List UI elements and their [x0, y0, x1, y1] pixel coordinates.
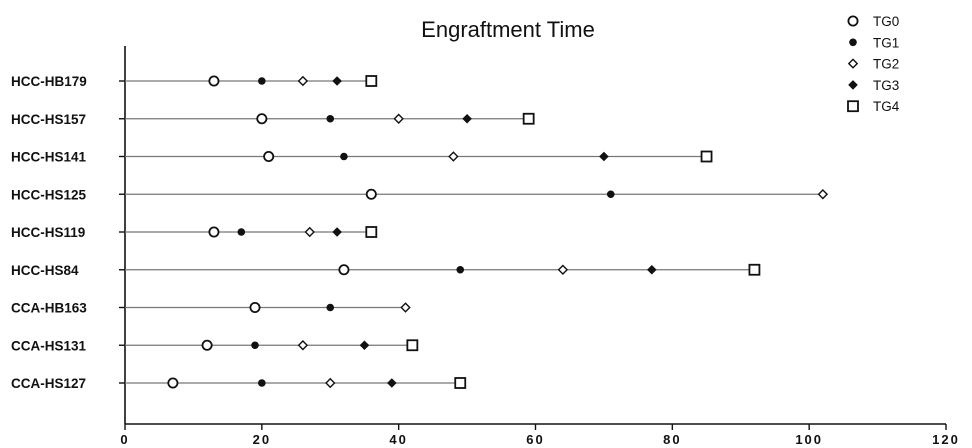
data-point-tg2 [297, 75, 309, 87]
x-tick-label: 20 [253, 432, 271, 447]
legend-label-tg3: TG3 [873, 78, 899, 93]
data-point-tg3 [462, 113, 472, 124]
legend-label-tg1: TG1 [873, 35, 899, 50]
legend-label-tg4: TG4 [873, 99, 900, 114]
data-point-tg3 [387, 378, 397, 388]
data-point-tg4 [748, 263, 761, 276]
y-tick-label: HCC-HS84 [11, 263, 79, 278]
x-tick-label: 0 [120, 432, 129, 447]
x-tick-label: 120 [932, 432, 960, 447]
data-point-tg2 [304, 226, 315, 238]
y-tick-label: CCA-HS127 [11, 376, 86, 391]
data-point-tg4 [522, 112, 535, 125]
legend-marker-tg3 [848, 80, 858, 90]
data-point-tg1 [251, 341, 259, 350]
data-point-tg3 [599, 151, 609, 162]
data-point-tg1 [258, 379, 266, 387]
data-point-tg3 [332, 76, 342, 86]
data-point-tg0 [249, 301, 261, 313]
legend-label-tg2: TG2 [873, 57, 899, 72]
data-point-tg0 [167, 377, 179, 389]
axes: 0 20 40 60 80 100 120 [120, 46, 960, 447]
y-tick-label: CCA-HB163 [11, 301, 87, 316]
legend-label-tg0: TG0 [873, 14, 899, 29]
data-point-tg1 [237, 228, 246, 236]
data-point-tg1 [326, 303, 335, 312]
data-point-tg1 [456, 265, 465, 274]
legend-marker-tg2 [847, 58, 859, 69]
data-point-tg4 [454, 377, 467, 389]
data-point-tg4 [365, 75, 378, 87]
legend-marker-tg4 [847, 100, 859, 113]
y-tick-label: CCA-HS131 [11, 338, 87, 353]
y-tick-label: HCC-HS125 [11, 187, 87, 202]
data-point-tg2 [557, 264, 569, 275]
data-point-tg2 [297, 340, 309, 351]
x-tick-label: 80 [663, 432, 681, 447]
data-point-tg0 [365, 188, 377, 200]
data-point-tg3 [359, 340, 370, 351]
data-point-tg2 [325, 377, 336, 389]
data-point-tg0 [208, 75, 220, 87]
y-tick-label: HCC-HS119 [11, 225, 85, 240]
data-point-tg0 [338, 264, 350, 276]
x-tick-label: 100 [795, 432, 823, 447]
x-tick-label: 40 [389, 432, 407, 447]
y-tick-label: HCC-HB179 [11, 74, 87, 89]
y-tick-label: HCC-HS141 [11, 150, 87, 165]
data-point-tg0 [201, 339, 213, 351]
data-point-tg4 [365, 226, 378, 238]
data-point-tg2 [400, 302, 411, 313]
data-point-tg1 [340, 152, 348, 161]
data-point-tg2 [448, 151, 459, 162]
y-tick-label: HCC-HS157 [11, 112, 86, 127]
data-point-tg0 [263, 150, 275, 162]
data-point-tg2 [817, 189, 829, 200]
data-point-tg1 [258, 77, 266, 85]
data-point-tg1 [326, 114, 335, 123]
data-point-tg4 [406, 339, 419, 352]
data-point-tg3 [647, 264, 657, 275]
data-point-tg2 [393, 113, 404, 124]
data-point-tg3 [332, 227, 342, 237]
data-rows: HCC-HB179 HCC-HS157 HCC-HS141 HCC-HS125 HCC-… [11, 74, 829, 391]
legend: TG0 TG1 TG2 TG3 TG4 [847, 14, 900, 114]
legend-marker-tg1 [849, 38, 857, 47]
legend-marker-tg0 [847, 15, 859, 27]
x-tick-label: 60 [526, 432, 544, 447]
data-point-tg0 [208, 226, 220, 238]
data-point-tg0 [256, 113, 268, 125]
data-point-tg1 [606, 190, 615, 199]
data-point-tg4 [700, 150, 713, 163]
chart-title: Engraftment Time [421, 17, 595, 42]
